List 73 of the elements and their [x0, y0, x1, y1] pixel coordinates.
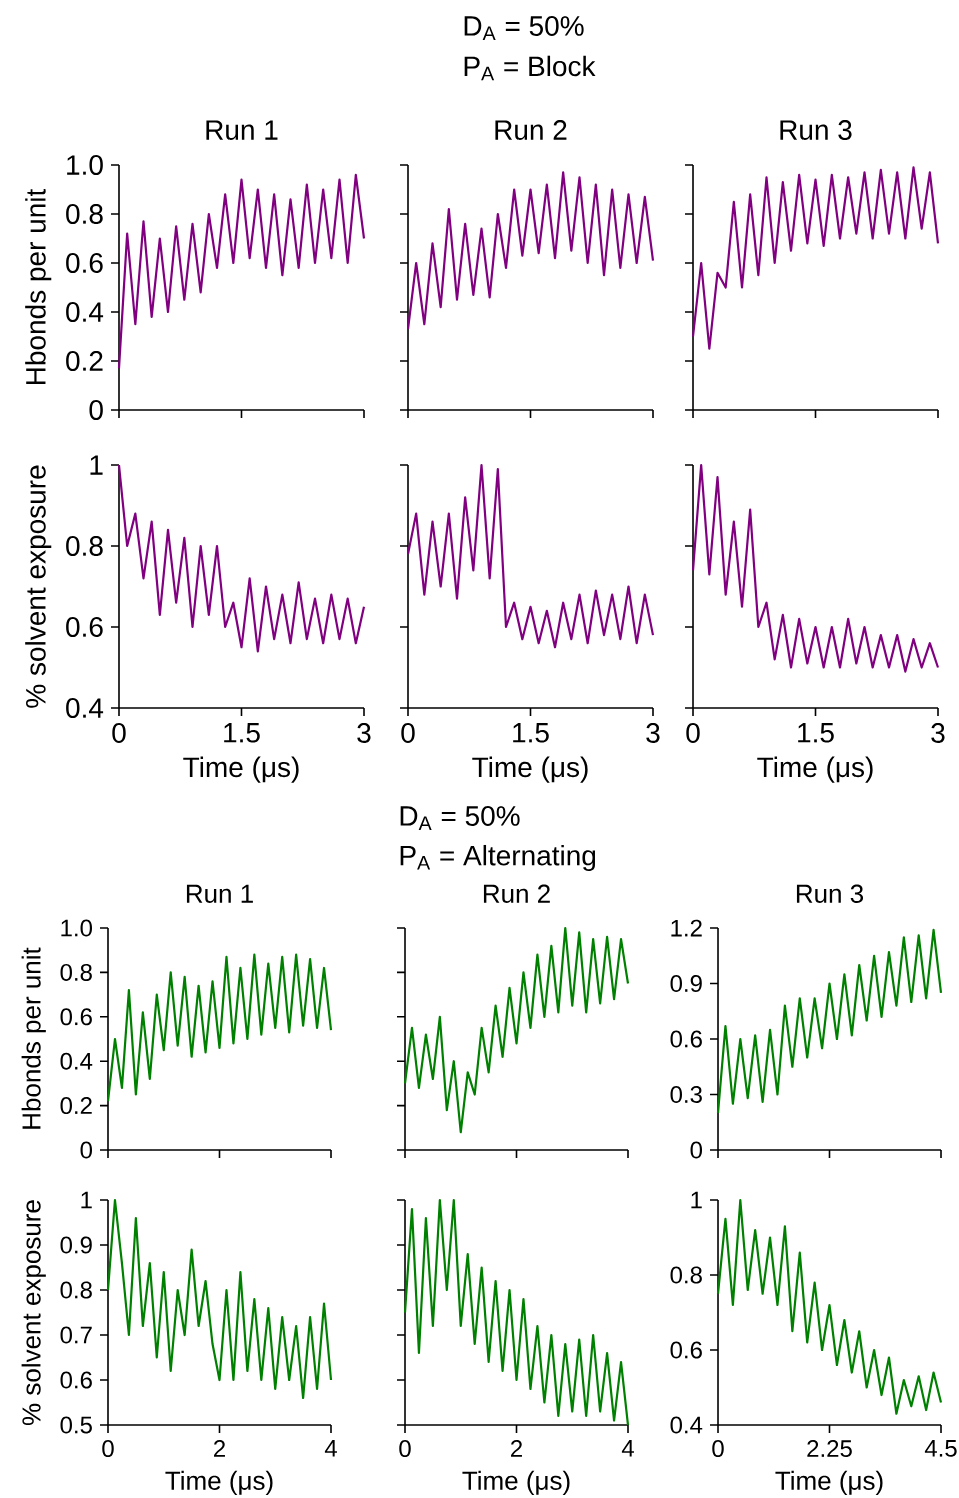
y-tick-label: 0.6	[670, 1341, 702, 1359]
text: P$_{A}$ = Alternating	[400, 844, 596, 872]
y-axis-title: Hbonds per unit	[21, 947, 46, 1129]
y-tick-label: 0	[89, 400, 103, 420]
x-tick-label: 2	[214, 1440, 225, 1457]
x-axis-title: Time (μs)	[165, 1470, 273, 1496]
y-tick-label: 1	[691, 1191, 702, 1209]
y-tick-label: 0.6	[670, 1030, 702, 1048]
y-tick-label: 0	[690, 1141, 703, 1159]
chart-title: Run 2	[483, 884, 550, 903]
y-tick-label: 0.8	[66, 536, 103, 556]
y-tick-label: 0.8	[670, 1266, 702, 1284]
y-tick-label: 0.8	[66, 204, 103, 224]
line-series	[117, 463, 366, 653]
y-tick-label: 0.4	[66, 698, 104, 718]
y-tick-label: 0.3	[670, 1086, 702, 1103]
chart-title: Run 2	[495, 120, 567, 140]
y-axis-title: % solvent exposure	[25, 465, 52, 708]
y-tick-label: 0.6	[66, 617, 103, 637]
chart-title: Run 1	[186, 884, 253, 903]
y-tick-label: 0.4	[60, 1052, 93, 1070]
line-series	[106, 1198, 333, 1400]
text: D$_{A}$ = 50%	[400, 806, 520, 830]
chart-title: Run 3	[796, 884, 864, 903]
y-tick-label: 1.0	[67, 155, 103, 175]
x-tick-label: 4	[621, 1440, 634, 1457]
x-tick-label: 3	[357, 723, 371, 743]
x-axis-title: Time (μs)	[775, 1470, 883, 1496]
x-axis-title: Time (μs)	[462, 1470, 570, 1496]
x-tick-label: 4	[324, 1440, 337, 1457]
y-tick-label: 0.6	[60, 1008, 92, 1026]
chart-title: Run 1	[206, 120, 278, 140]
y-tick-label: 0.8	[60, 963, 92, 981]
x-tick-label: 0	[399, 1440, 411, 1458]
x-tick-label: 3	[931, 723, 945, 743]
y-tick-label: 1	[90, 455, 103, 475]
y-tick-label: 0.4	[66, 302, 104, 322]
y-tick-label: 0.6	[60, 1371, 92, 1389]
x-axis-title: Time (μs)	[757, 756, 873, 783]
y-tick-label: 1	[81, 1191, 92, 1209]
y-tick-label: 0.4	[670, 1416, 703, 1434]
x-tick-label: 3	[646, 723, 660, 743]
x-tick-label: 0	[401, 723, 415, 743]
x-tick-label: 0	[112, 723, 126, 743]
line-series	[716, 1198, 943, 1415]
y-tick-label: 0.2	[66, 351, 103, 371]
line-series	[106, 953, 333, 1103]
text: D$_{A}$ = 50%	[464, 16, 584, 40]
x-tick-label: 1.5	[224, 723, 260, 743]
x-tick-label: 1.5	[798, 723, 834, 743]
y-tick-label: 0.8	[60, 1281, 92, 1299]
line-series	[716, 928, 943, 1115]
line-series	[117, 173, 366, 370]
y-tick-label: 0.5	[60, 1416, 92, 1434]
y-tick-label: 1.0	[61, 919, 93, 937]
y-tick-label: 0.6	[66, 253, 103, 273]
x-tick-label: 2.25	[807, 1440, 852, 1458]
y-tick-label: 0	[80, 1141, 93, 1159]
y-tick-label: 0.7	[60, 1326, 92, 1344]
x-axis-title: Time (μs)	[472, 756, 588, 783]
x-tick-label: 4.5	[924, 1440, 957, 1457]
text: P$_{A}$ = Block	[464, 55, 596, 81]
y-tick-label: 0.9	[670, 975, 702, 992]
y-tick-label: 0.9	[60, 1236, 92, 1254]
y-axis-title: % solvent exposure	[21, 1200, 46, 1426]
y-axis-title: Hbonds per unit	[25, 188, 52, 385]
x-tick-label: 2	[511, 1440, 522, 1457]
y-tick-label: 1.2	[671, 919, 702, 937]
x-tick-label: 1.5	[513, 723, 549, 743]
x-axis-title: Time (μs)	[183, 756, 299, 783]
y-tick-label: 0.2	[60, 1097, 92, 1115]
chart-title: Run 3	[780, 120, 852, 140]
x-tick-label: 0	[712, 1440, 724, 1458]
